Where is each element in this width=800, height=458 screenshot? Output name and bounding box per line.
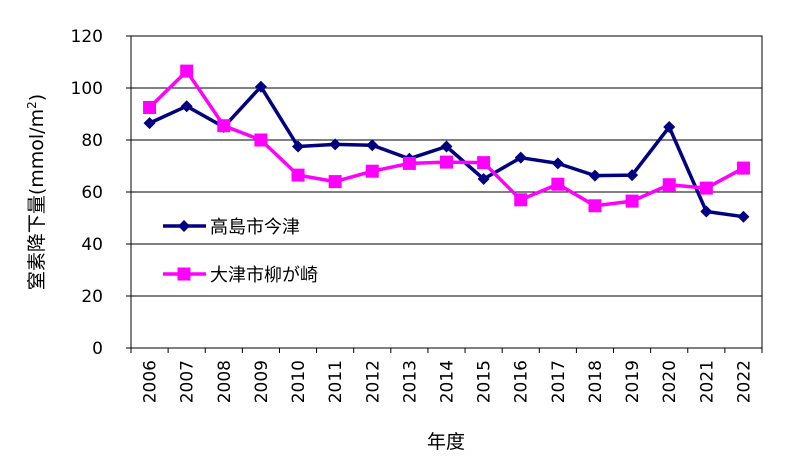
data-point [737,210,750,223]
data-point [736,161,750,175]
data-point [254,133,268,147]
data-point [662,178,676,192]
y-tick-label: 0 [92,339,103,359]
legend-item: 高島市今津 [163,217,300,238]
data-point [440,140,453,153]
data-point [551,157,564,170]
series-1 [143,80,750,223]
x-tick-label: 2020 [660,360,680,403]
data-point [440,155,453,169]
x-tick-label: 2008 [215,360,235,403]
data-point [328,175,342,189]
y-tick-label: 20 [81,287,103,307]
series-line [148,69,745,208]
y-tick-label: 100 [71,79,103,99]
legend-label: 高島市今津 [210,217,300,238]
x-tick-label: 2016 [512,360,532,403]
y-tick-label: 60 [81,183,103,203]
data-point [477,173,490,185]
data-point [292,140,305,153]
x-tick-label: 2011 [326,360,346,403]
y-axis-title-close: ) [26,94,48,101]
y-axis-title-main: 窒素降下量(mmol/m [26,109,48,290]
legend-label: 大津市柳が崎 [210,265,318,286]
x-tick-label: 2022 [734,360,754,403]
data-point [254,80,267,93]
y-tick-label: 120 [71,27,103,47]
legend-item: 大津市柳が崎 [163,265,318,286]
data-point [329,138,342,151]
data-point [663,121,676,133]
data-point [626,169,639,182]
x-tick-label: 2017 [549,360,569,403]
x-tick-label: 2019 [623,360,643,403]
x-tick-label: 2007 [178,360,198,403]
data-point [700,205,713,218]
data-point [143,101,157,114]
y-tick-label: 80 [81,131,103,151]
x-axis-title: 年度 [427,431,465,453]
y-axis-title-superscript: 2 [25,101,39,109]
x-tick-label: 2013 [400,360,420,403]
data-point [588,169,601,182]
data-point [291,168,305,182]
data-point [365,164,379,178]
data-point [477,156,491,170]
data-point [143,117,156,130]
x-tick-label: 2021 [697,360,717,403]
data-point [402,156,416,170]
series-2 [143,64,750,213]
x-tick-label: 2015 [475,360,495,403]
data-point [217,119,231,133]
data-point [551,177,565,191]
x-tick-label: 2014 [438,360,458,403]
legend-marker [177,267,191,281]
x-tick-label: 2018 [586,360,606,403]
data-point [514,151,527,164]
legend-marker [178,220,190,232]
data-point [180,100,193,113]
data-point [180,64,194,78]
y-axis: 0 20 40 60 80 100 120 [71,27,131,359]
data-point [588,199,602,213]
x-tick-label: 2010 [289,360,309,403]
x-tick-label: 2012 [363,360,383,403]
data-point [366,139,379,152]
data-point [699,181,713,195]
x-tick-label: 2009 [252,360,272,403]
grid-lines [131,87,762,297]
series-layer [143,64,750,223]
x-tick-label: 2006 [141,360,161,403]
y-tick-label: 40 [81,235,103,255]
data-point [514,193,528,207]
data-point [625,194,639,208]
y-axis-title: 窒素降下量(mmol/m2) [25,94,48,290]
x-axis: 2006 2007 2008 2009 2010 2011 2012 2013 2014 2015… [130,348,763,403]
